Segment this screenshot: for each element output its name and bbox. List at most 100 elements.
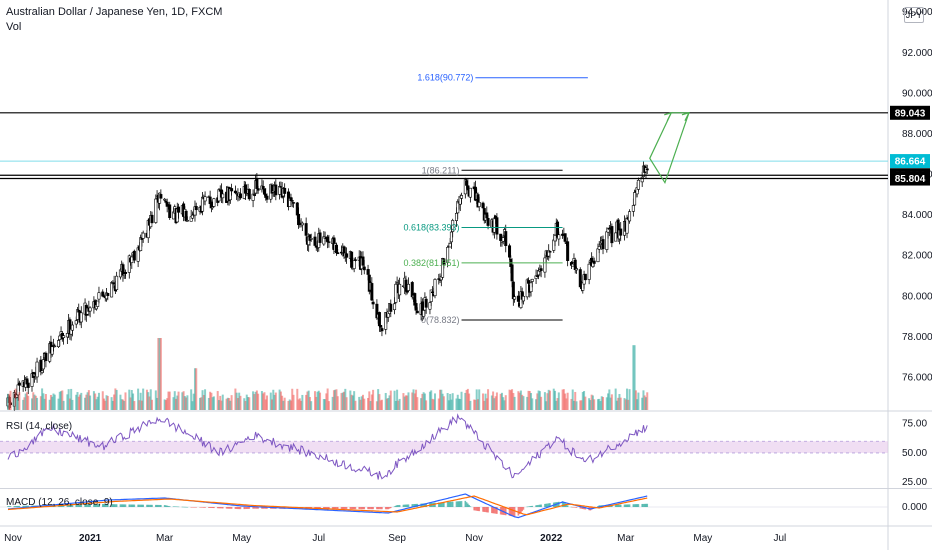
volume-bar xyxy=(384,392,387,410)
candle-body xyxy=(393,303,397,311)
volume-bar xyxy=(57,398,60,410)
candle-body xyxy=(574,268,578,271)
volume-bar xyxy=(262,393,265,410)
volume-bar xyxy=(159,338,162,410)
macd-histogram-bar xyxy=(71,504,74,507)
volume-bar xyxy=(508,389,511,410)
macd-histogram-bar xyxy=(641,503,643,507)
macd-histogram-bar xyxy=(221,507,224,509)
candle-body xyxy=(398,283,402,296)
time-tick-label: Sep xyxy=(388,533,406,544)
volume-bar xyxy=(359,399,362,410)
volume-bar xyxy=(566,392,569,410)
candle-body xyxy=(361,256,365,266)
macd-histogram-bar xyxy=(396,505,398,507)
candle-body xyxy=(65,333,69,338)
macd-histogram-bar xyxy=(407,504,410,507)
volume-bar xyxy=(402,393,405,410)
volume-bar xyxy=(588,398,591,410)
volume-bar xyxy=(644,397,647,410)
macd-line xyxy=(7,493,648,519)
projection-arrowhead xyxy=(664,111,673,122)
currency-badge[interactable]: JPY xyxy=(904,7,924,23)
volume-bar xyxy=(104,400,107,410)
macd-histogram-bar xyxy=(123,504,126,507)
volume-bar xyxy=(389,390,392,410)
volume-bar xyxy=(646,392,649,410)
volume-bar xyxy=(326,388,329,410)
volume-bar xyxy=(412,389,415,410)
candle-body xyxy=(309,238,313,240)
macd-histogram-bar xyxy=(440,502,443,507)
macd-histogram-bar xyxy=(349,507,352,510)
volume-bar xyxy=(229,400,232,410)
macd-histogram-bar xyxy=(535,505,537,507)
candle-body xyxy=(516,295,520,302)
macd-histogram-bar xyxy=(218,507,220,509)
candle-body xyxy=(513,296,517,300)
volume-bar xyxy=(367,397,370,410)
volume-bar xyxy=(66,394,69,410)
macd-histogram-bar xyxy=(334,507,337,510)
candle-body xyxy=(141,232,145,239)
candle-body xyxy=(79,312,83,323)
volume-bar xyxy=(564,393,567,410)
volume-bar xyxy=(466,388,469,410)
candle-body xyxy=(159,194,163,199)
macd-histogram-bar xyxy=(239,507,242,510)
candle-body xyxy=(112,282,116,285)
macd-histogram-bar xyxy=(521,507,523,512)
macd-histogram-bar xyxy=(204,507,206,508)
macd-histogram-bar xyxy=(624,504,627,507)
macd-histogram-bar xyxy=(517,507,520,516)
macd-histogram-bar xyxy=(213,507,215,509)
volume-bar xyxy=(368,391,371,410)
macd-histogram-bar xyxy=(520,507,522,513)
macd-histogram-bar xyxy=(230,507,233,509)
macd-histogram-bar xyxy=(165,505,167,507)
macd-histogram-bar xyxy=(340,507,343,510)
volume-bar xyxy=(156,397,159,410)
volume-bar xyxy=(439,389,442,410)
volume-bar xyxy=(306,391,309,410)
volume-bar xyxy=(34,395,37,410)
symbol-title: Australian Dollar / Japanese Yen, 1D, FX… xyxy=(6,6,223,18)
macd-histogram-bar xyxy=(158,504,161,507)
candle-body xyxy=(274,184,278,196)
volume-bar xyxy=(297,399,300,410)
macd-histogram-bar xyxy=(503,507,506,516)
volume-bar xyxy=(456,394,459,410)
rsi-label: RSI (14, close) xyxy=(6,421,73,432)
price-badge xyxy=(890,171,930,186)
macd-histogram-bar xyxy=(443,502,445,507)
volume-bar xyxy=(121,399,124,410)
candle-body xyxy=(290,200,294,202)
volume-bar xyxy=(369,401,372,410)
macd-histogram-bar xyxy=(103,503,105,507)
volume-bar xyxy=(350,394,353,410)
candle-body xyxy=(645,168,649,171)
macd-histogram-bar xyxy=(372,507,374,510)
macd-histogram-bar xyxy=(412,504,415,507)
volume-bar xyxy=(548,390,551,410)
macd-histogram-bar xyxy=(518,507,521,515)
volume-bar xyxy=(44,394,47,410)
volume-bar xyxy=(289,400,292,410)
volume-bar xyxy=(565,398,568,410)
macd-histogram-bar xyxy=(397,505,400,507)
candle-body xyxy=(465,180,469,186)
macd-histogram-bar xyxy=(530,506,532,507)
macd-histogram-bar xyxy=(173,506,176,507)
macd-histogram-bar xyxy=(80,504,83,507)
volume-bar xyxy=(181,392,184,410)
volume-bar xyxy=(398,398,401,410)
volume-bar xyxy=(124,392,127,410)
volume-bar xyxy=(41,388,44,410)
candle-body xyxy=(636,179,640,190)
macd-histogram-bar xyxy=(323,507,325,509)
volume-bar xyxy=(626,388,629,410)
candle-body xyxy=(406,283,410,291)
macd-histogram-bar xyxy=(163,505,166,507)
volume-bar xyxy=(177,391,180,410)
